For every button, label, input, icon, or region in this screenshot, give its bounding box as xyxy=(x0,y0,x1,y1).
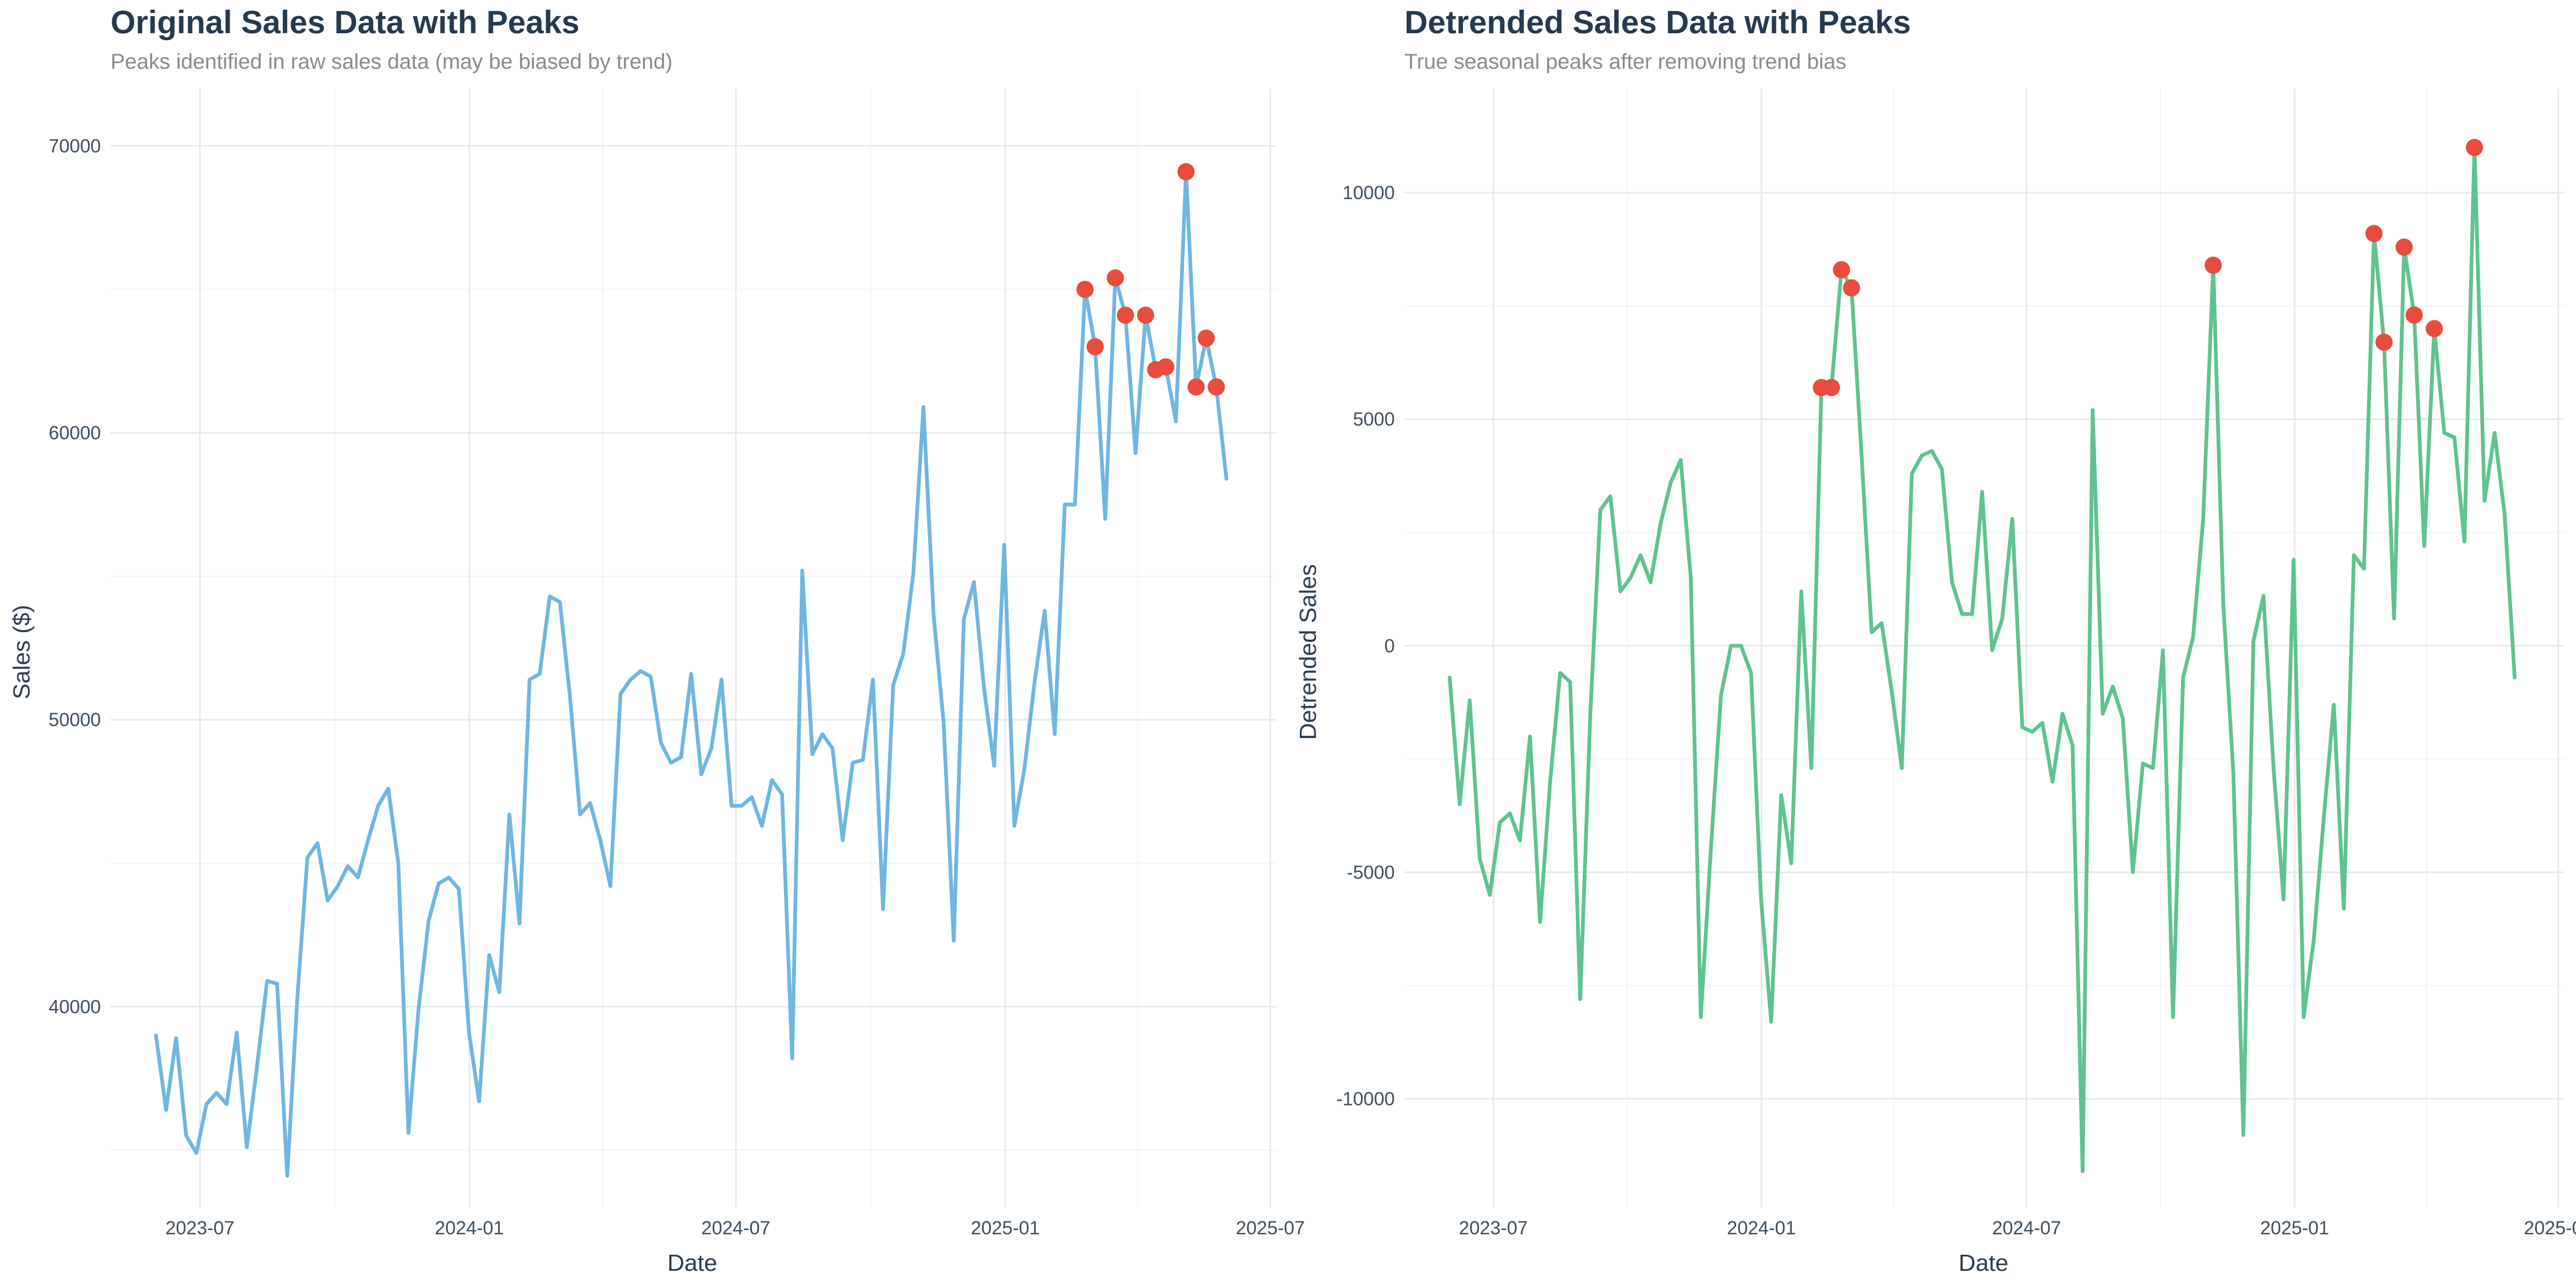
original-sales-peak-point xyxy=(1137,306,1154,324)
original-sales-x-tick-label: 2024-01 xyxy=(435,1218,503,1239)
detrended-sales-peak-point xyxy=(1843,279,1861,297)
original-sales-peak-point xyxy=(1177,163,1195,181)
detrended-sales-peak-point xyxy=(2425,320,2443,338)
detrended-sales-y-tick-label: -10000 xyxy=(1336,1088,1395,1109)
original-sales-peak-point xyxy=(1197,330,1215,347)
original-sales-x-tick-label: 2023-07 xyxy=(165,1218,234,1239)
original-sales-subtitle: Peaks identified in raw sales data (may … xyxy=(111,50,672,74)
detrended-sales-peak-point xyxy=(2465,138,2483,156)
detrended-sales-x-tick-label: 2025-07 xyxy=(2524,1218,2576,1239)
detrended-sales-peak-point xyxy=(1823,379,1840,397)
detrended-sales-peak-point xyxy=(2205,257,2222,274)
original-sales-peak-point xyxy=(1086,338,1104,356)
detrended-sales-subtitle: True seasonal peaks after removing trend… xyxy=(1404,50,1846,74)
original-sales-x-ticks: 2023-07 2024-01 2024-07 2025-01 2025-07 xyxy=(165,1218,1305,1239)
detrended-sales-x-tick-label: 2024-07 xyxy=(1992,1218,2061,1239)
original-sales-series-line xyxy=(154,170,1228,1178)
original-sales-peak-point xyxy=(1076,281,1094,298)
original-sales-y-tick-label: 60000 xyxy=(49,423,101,444)
original-sales-y-axis-title: Sales ($) xyxy=(9,605,35,699)
original-sales-x-tick-label: 2025-07 xyxy=(1236,1218,1305,1239)
detrended-sales-y-tick-label: 5000 xyxy=(1353,409,1395,430)
original-sales-y-tick-label: 40000 xyxy=(49,997,101,1018)
detrended-sales-peaks xyxy=(1812,138,2483,397)
detrended-sales-y-axis-title: Detrended Sales xyxy=(1295,564,1321,740)
detrended-sales-series-line xyxy=(1447,145,2517,1173)
detrended-sales-panel: Detrended Sales Data with Peaks True sea… xyxy=(1295,4,2576,1276)
detrended-sales-x-axis-title: Date xyxy=(1959,1250,2009,1276)
original-sales-x-tick-label: 2025-01 xyxy=(971,1218,1040,1239)
original-sales-peak-point xyxy=(1117,306,1135,324)
original-sales-peaks xyxy=(1076,163,1225,396)
original-sales-x-tick-label: 2024-07 xyxy=(701,1218,770,1239)
detrended-sales-y-tick-label: -5000 xyxy=(1346,862,1395,883)
detrended-sales-x-ticks: 2023-07 2024-01 2024-07 2025-01 2025-07 xyxy=(1459,1218,2576,1239)
original-sales-x-axis-title: Date xyxy=(668,1250,718,1276)
detrended-sales-grid xyxy=(1404,89,2564,1208)
original-sales-y-tick-label: 70000 xyxy=(49,136,101,157)
detrended-sales-y-ticks: -10000 -5000 0 5000 10000 xyxy=(1336,182,1395,1109)
original-sales-title: Original Sales Data with Peaks xyxy=(111,4,580,40)
detrended-sales-title: Detrended Sales Data with Peaks xyxy=(1404,4,1911,40)
detrended-sales-peak-point xyxy=(1833,261,1850,279)
detrended-sales-line-layer xyxy=(1447,145,2517,1173)
original-sales-peak-point xyxy=(1107,269,1124,287)
original-sales-peak-point xyxy=(1157,358,1175,376)
original-sales-peak-point xyxy=(1208,378,1225,396)
original-sales-y-tick-label: 50000 xyxy=(49,709,101,730)
original-sales-peak-point xyxy=(1187,378,1205,396)
detrended-sales-y-tick-label: 0 xyxy=(1385,635,1395,656)
detrended-sales-peak-point xyxy=(2375,333,2393,351)
detrended-sales-peak-point xyxy=(2365,225,2383,243)
detrended-sales-x-tick-label: 2023-07 xyxy=(1459,1218,1527,1239)
detrended-sales-x-tick-label: 2025-01 xyxy=(2260,1218,2329,1239)
detrended-sales-peak-point xyxy=(2395,238,2413,256)
original-sales-panel: Original Sales Data with Peaks Peaks ide… xyxy=(9,4,1305,1276)
detrended-sales-peak-point xyxy=(2405,306,2423,324)
original-sales-grid xyxy=(111,89,1276,1208)
detrended-sales-y-tick-label: 10000 xyxy=(1343,182,1395,203)
detrended-sales-x-tick-label: 2024-01 xyxy=(1727,1218,1796,1239)
original-sales-line-layer xyxy=(154,170,1228,1178)
original-sales-y-ticks: 40000 50000 60000 70000 xyxy=(49,136,101,1018)
